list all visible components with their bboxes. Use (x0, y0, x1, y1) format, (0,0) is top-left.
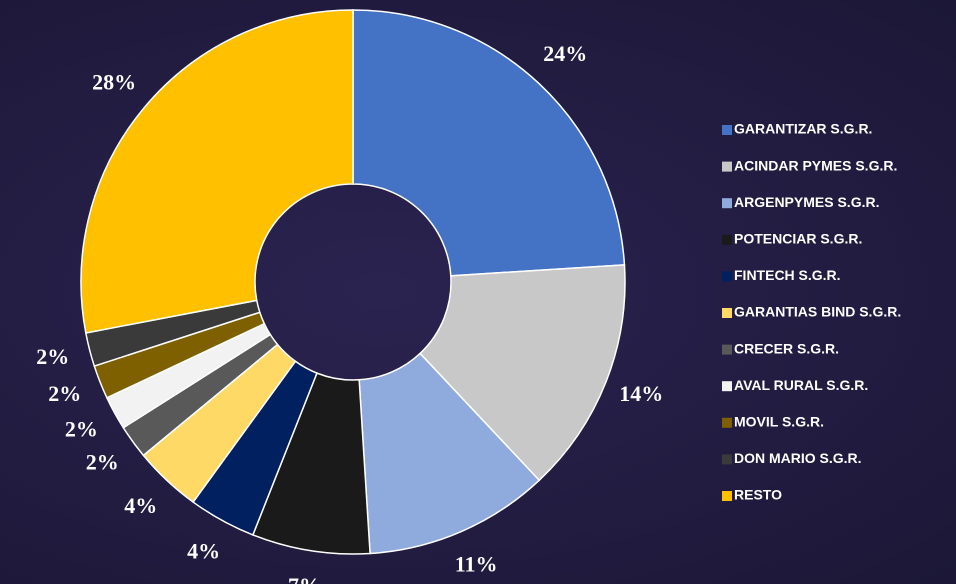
donut-slice (419, 264, 626, 482)
data-label: 28% (92, 69, 136, 94)
legend-label: RESTO (734, 487, 782, 503)
legend-label: GARANTIZAR S.G.R. (734, 121, 872, 137)
data-label: 7% (288, 573, 321, 584)
legend-swatch (722, 234, 732, 245)
legend-swatch (722, 125, 732, 135)
data-label: 14% (619, 381, 663, 406)
donut-slice (80, 9, 354, 334)
legend-swatch (722, 271, 732, 282)
legend-label: AVAL RURAL S.G.R. (734, 377, 868, 393)
legend-label: GARANTIAS BIND S.G.R. (734, 304, 901, 320)
donut-slice (352, 9, 626, 277)
data-label: 4% (187, 539, 220, 564)
legend-swatch (722, 381, 732, 392)
legend-label: FINTECH S.G.R. (734, 267, 841, 283)
legend-label: CRECER S.G.R. (734, 340, 839, 356)
data-label: 2% (65, 416, 98, 441)
legend-swatch (722, 344, 732, 355)
data-label: 2% (48, 381, 81, 406)
legend-swatch (722, 454, 732, 465)
legend-label: ACINDAR PYMES S.G.R. (734, 157, 897, 173)
data-label: 24% (543, 41, 587, 66)
data-label: 2% (36, 344, 69, 369)
legend-swatch (722, 491, 732, 501)
legend-label: ARGENPYMES S.G.R. (734, 194, 879, 210)
data-label: 2% (86, 449, 119, 474)
legend-swatch (722, 308, 732, 318)
data-label: 4% (124, 493, 157, 518)
legend-label: DON MARIO S.G.R. (734, 450, 862, 466)
legend-swatch (722, 161, 732, 172)
legend-label: POTENCIAR S.G.R. (734, 231, 862, 247)
legend-swatch (722, 198, 732, 209)
data-label: 11% (455, 552, 498, 577)
legend-swatch (722, 417, 732, 428)
legend-label: MOVIL S.G.R. (734, 414, 824, 430)
donut-slice (358, 352, 541, 555)
